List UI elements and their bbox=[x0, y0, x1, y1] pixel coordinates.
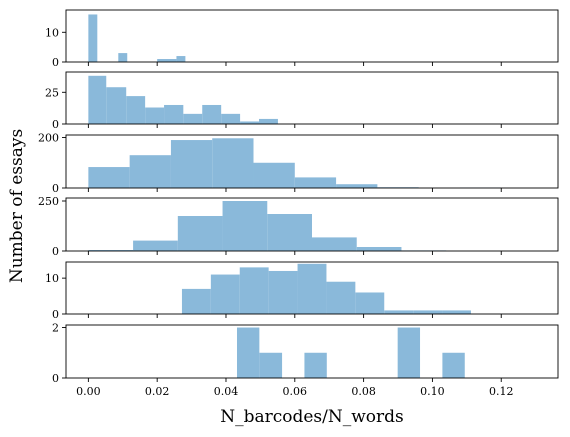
y-tick-label: 10 bbox=[45, 26, 59, 39]
x-tick-label: 0.12 bbox=[489, 385, 514, 398]
panel-frame bbox=[65, 71, 559, 125]
histogram-bar bbox=[177, 216, 223, 251]
y-tick-label: 0 bbox=[52, 308, 59, 321]
histogram-bar bbox=[384, 310, 414, 314]
histogram-bar bbox=[212, 138, 254, 188]
x-tick-label: 0.06 bbox=[283, 385, 308, 398]
y-tick-label: 2 bbox=[52, 322, 59, 335]
histogram-bar bbox=[210, 274, 240, 314]
histogram-bar bbox=[222, 201, 268, 251]
histogram-bar bbox=[183, 113, 203, 124]
histogram-bar bbox=[88, 75, 107, 124]
histogram-bar bbox=[413, 310, 443, 314]
x-tick-label: 0.10 bbox=[420, 385, 445, 398]
histogram-panel-4: 0 250 bbox=[38, 195, 559, 258]
histogram-bar bbox=[202, 104, 222, 124]
x-tick-label: 0.08 bbox=[351, 385, 376, 398]
y-tick-label: 0 bbox=[52, 182, 59, 195]
histogram-panel-3: 0 200 bbox=[38, 132, 559, 195]
histogram-bar bbox=[240, 121, 260, 124]
histogram-bar bbox=[268, 270, 298, 314]
histogram-panel-5: 0 10 bbox=[45, 261, 559, 321]
histogram-bar bbox=[239, 267, 269, 314]
y-axis-title: Number of essays bbox=[7, 129, 27, 283]
y-tick-label: 200 bbox=[38, 132, 59, 145]
histogram-panel-2: 0 25 bbox=[45, 71, 559, 131]
histogram-bar bbox=[336, 184, 378, 188]
histogram-bar bbox=[312, 237, 357, 251]
panel-frame bbox=[65, 9, 559, 63]
y-tick-label: 10 bbox=[45, 272, 59, 285]
y-tick-label: 0 bbox=[52, 245, 59, 258]
histogram-bar bbox=[126, 96, 146, 124]
histogram-bar bbox=[267, 214, 312, 251]
histogram-bar bbox=[236, 327, 260, 378]
x-tick-label: 0.00 bbox=[76, 385, 101, 398]
y-tick-label: 250 bbox=[38, 195, 59, 208]
histogram-bar bbox=[297, 263, 327, 314]
histogram-bar bbox=[157, 59, 177, 62]
y-tick-label: 0 bbox=[52, 118, 59, 131]
panel-frame bbox=[65, 197, 559, 252]
histogram-bar bbox=[442, 310, 471, 314]
y-tick-label: 0 bbox=[52, 56, 59, 69]
histogram-panel-6: 02 bbox=[52, 322, 559, 385]
histogram-bar bbox=[181, 288, 211, 314]
histogram-bar bbox=[259, 118, 278, 124]
histogram-bar bbox=[88, 14, 98, 63]
x-tick-label: 0.04 bbox=[214, 385, 239, 398]
panel-frame bbox=[65, 261, 559, 315]
histogram-bar bbox=[259, 352, 283, 378]
histogram-bar bbox=[88, 167, 130, 188]
x-axis: 0.00 0.02 0.04 0.06 0.08 0.10 0.12 bbox=[76, 385, 513, 398]
histogram-bar bbox=[397, 327, 421, 378]
histogram-bar bbox=[164, 104, 184, 124]
histogram-bar bbox=[176, 56, 186, 62]
histogram-bar bbox=[304, 352, 327, 378]
histogram-bar bbox=[294, 177, 337, 188]
histogram-bar bbox=[442, 352, 465, 378]
histogram-bar bbox=[221, 113, 241, 124]
histogram-bar bbox=[118, 53, 128, 62]
histogram-bar bbox=[88, 250, 134, 251]
histogram-bar bbox=[356, 247, 402, 251]
panel-frame bbox=[65, 134, 559, 189]
histogram-panel-1: 0 10 bbox=[45, 9, 559, 69]
y-tick-label: 25 bbox=[45, 86, 59, 99]
histogram-bar bbox=[106, 87, 127, 124]
panel-frame bbox=[65, 324, 559, 379]
histogram-bar bbox=[355, 292, 385, 314]
y-tick-label: 0 bbox=[52, 372, 59, 385]
x-axis-title: N_barcodes/N_words bbox=[220, 407, 404, 427]
histogram-bar bbox=[133, 240, 178, 251]
x-tick-label: 0.02 bbox=[145, 385, 170, 398]
histogram-bar bbox=[145, 107, 165, 124]
histogram-bar bbox=[253, 162, 295, 188]
histogram-bar bbox=[326, 281, 356, 314]
histogram-bar bbox=[129, 155, 171, 188]
histogram-bar bbox=[170, 140, 213, 188]
